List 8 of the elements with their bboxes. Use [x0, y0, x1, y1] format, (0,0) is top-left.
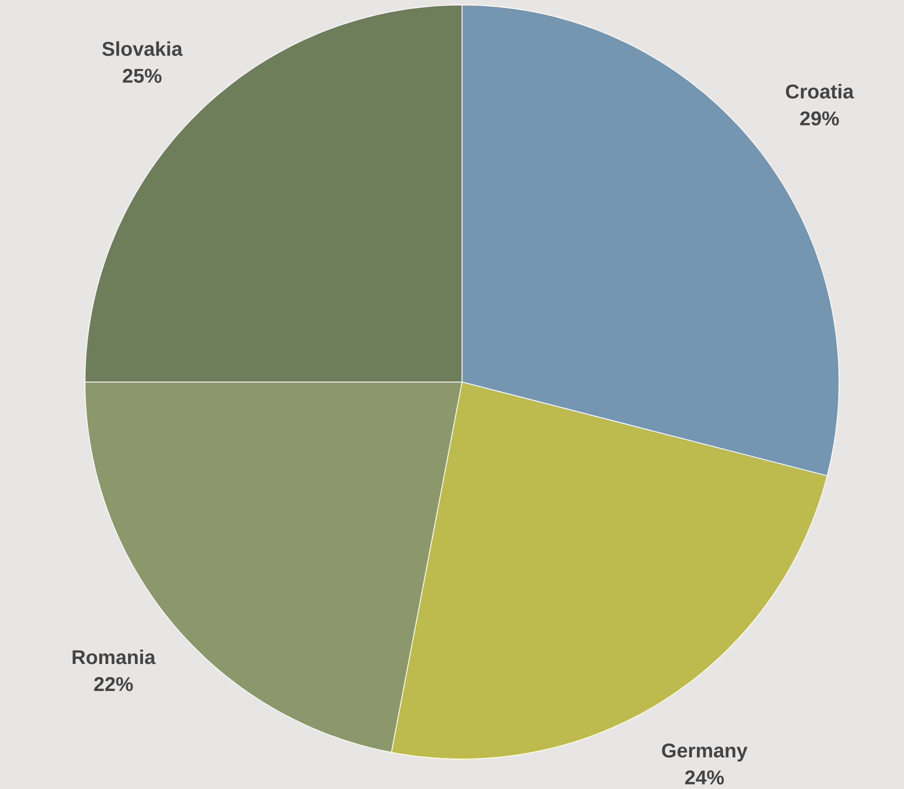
slice-label: Romania — [72, 650, 156, 664]
data-label: 22% — [94, 677, 133, 692]
data-label: 24% — [685, 770, 724, 784]
data-label: 29% — [800, 111, 839, 126]
slice-label: Croatia — [786, 84, 854, 99]
slice-label: Germany — [662, 743, 748, 762]
data-label: 25% — [122, 68, 162, 83]
slice-label: Slovakia — [102, 41, 183, 56]
